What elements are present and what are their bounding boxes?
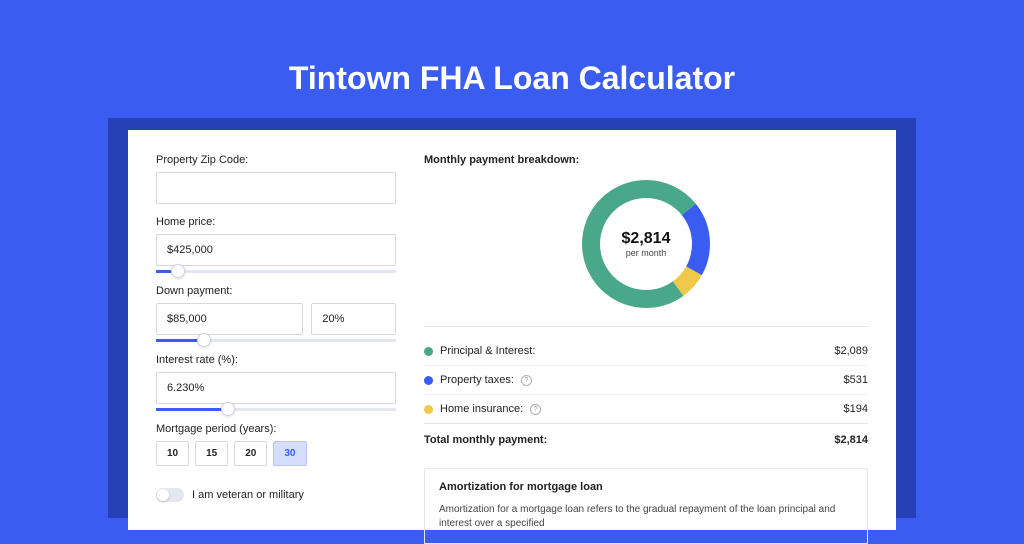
form-column: Property Zip Code: Home price: Down paym… xyxy=(156,154,396,506)
interest-rate-slider[interactable] xyxy=(156,408,396,411)
toggle-thumb xyxy=(157,489,169,501)
line-item: Principal & Interest: $2,089 xyxy=(424,337,868,366)
home-price-label: Home price: xyxy=(156,216,396,228)
zip-input[interactable] xyxy=(156,172,396,204)
period-btn-10[interactable]: 10 xyxy=(156,441,189,466)
line-item: Home insurance:? $194 xyxy=(424,395,868,424)
donut-sub: per month xyxy=(622,248,671,258)
divider xyxy=(424,326,868,327)
period-btn-15[interactable]: 15 xyxy=(195,441,228,466)
home-price-input[interactable] xyxy=(156,234,396,266)
line-item-value: $2,089 xyxy=(834,345,868,357)
breakdown-title: Monthly payment breakdown: xyxy=(424,154,868,166)
down-payment-label: Down payment: xyxy=(156,285,396,297)
slider-thumb[interactable] xyxy=(221,402,235,416)
slider-thumb[interactable] xyxy=(171,264,185,278)
down-payment-slider[interactable] xyxy=(156,339,396,342)
line-item-label: Principal & Interest: xyxy=(440,345,535,357)
line-item-value: $531 xyxy=(844,374,868,386)
down-payment-amount-input[interactable] xyxy=(156,303,303,335)
legend-dot xyxy=(424,405,433,414)
amortization-title: Amortization for mortgage loan xyxy=(439,481,853,493)
legend-dot xyxy=(424,376,433,385)
info-icon[interactable]: ? xyxy=(521,375,532,386)
total-value: $2,814 xyxy=(834,434,868,446)
info-icon[interactable]: ? xyxy=(530,404,541,415)
line-item-value: $194 xyxy=(844,403,868,415)
breakdown-column: Monthly payment breakdown: $2,814 per mo… xyxy=(424,154,868,506)
period-btn-30[interactable]: 30 xyxy=(273,441,306,466)
total-label: Total monthly payment: xyxy=(424,434,547,446)
donut-amount: $2,814 xyxy=(622,230,671,248)
down-payment-percent-input[interactable] xyxy=(311,303,396,335)
legend-dot xyxy=(424,347,433,356)
zip-label: Property Zip Code: xyxy=(156,154,396,166)
calculator-card: Property Zip Code: Home price: Down paym… xyxy=(128,130,896,530)
line-item-label: Home insurance: xyxy=(440,403,523,415)
amortization-box: Amortization for mortgage loan Amortizat… xyxy=(424,468,868,544)
total-row: Total monthly payment: $2,814 xyxy=(424,424,868,452)
amortization-text: Amortization for a mortgage loan refers … xyxy=(439,503,853,531)
page-title: Tintown FHA Loan Calculator xyxy=(0,0,1024,127)
interest-rate-label: Interest rate (%): xyxy=(156,354,396,366)
line-item: Property taxes:? $531 xyxy=(424,366,868,395)
line-item-label: Property taxes: xyxy=(440,374,514,386)
interest-rate-input[interactable] xyxy=(156,372,396,404)
veteran-toggle[interactable] xyxy=(156,488,184,502)
mortgage-period-group: 10152030 xyxy=(156,441,396,466)
home-price-slider[interactable] xyxy=(156,270,396,273)
period-btn-20[interactable]: 20 xyxy=(234,441,267,466)
slider-thumb[interactable] xyxy=(197,333,211,347)
veteran-label: I am veteran or military xyxy=(192,489,304,501)
donut-chart: $2,814 per month xyxy=(424,180,868,308)
mortgage-period-label: Mortgage period (years): xyxy=(156,423,396,435)
